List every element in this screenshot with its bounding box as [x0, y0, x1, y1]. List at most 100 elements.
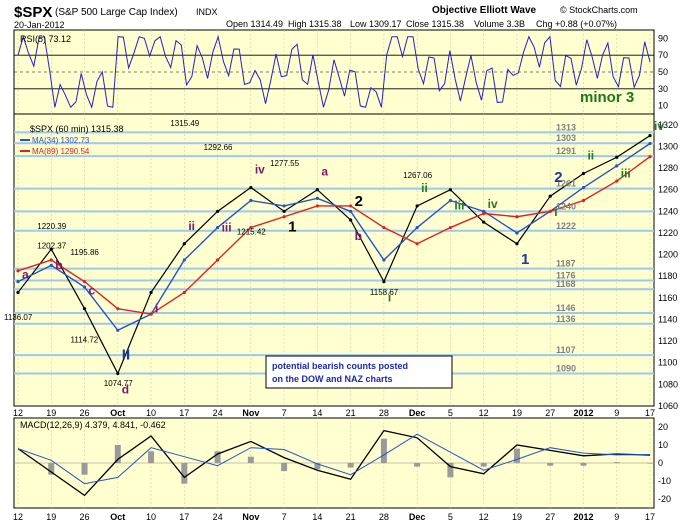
- series-point: [648, 141, 652, 146]
- level-label: 1090: [556, 364, 576, 374]
- header-change: Chg +0.88 (+0.07%): [536, 19, 617, 29]
- price-axis-tick: 1120: [658, 336, 677, 346]
- wave-label: a: [22, 267, 29, 281]
- level-label: 1291: [556, 146, 576, 156]
- rsi-axis-tick: 50: [658, 67, 668, 77]
- wave-label: i: [388, 291, 391, 305]
- wave-label: II: [122, 347, 130, 364]
- macd-label: MACD(12,26,9) 4.379, 4.841, -0.462: [20, 420, 166, 430]
- x-axis-tick-label: 12: [479, 408, 489, 418]
- price-value-label: 1158.67: [370, 288, 399, 297]
- series-point: [315, 204, 319, 208]
- level-label: 1261: [556, 179, 576, 189]
- series-point: [82, 285, 87, 289]
- wave-label: 2: [355, 193, 363, 210]
- series-point: [315, 196, 319, 200]
- macd-histogram-bar: [580, 463, 587, 466]
- series-point: [482, 211, 486, 216]
- series-point: [149, 290, 153, 295]
- macd-histogram-bar: [214, 451, 221, 463]
- series-point: [349, 209, 353, 213]
- note-line-1: potential bearish counts posted: [272, 361, 408, 371]
- x-axis-tick-label: 28: [379, 408, 389, 418]
- x-axis-tick-label: 17: [645, 408, 655, 418]
- rsi-axis-tick: 70: [658, 50, 668, 60]
- x-axis-tick-label: Dec: [409, 408, 426, 418]
- series-point: [49, 247, 53, 251]
- series-point: [448, 188, 453, 192]
- level-label: 1176: [556, 271, 576, 281]
- x-axis-tick-label: 5: [448, 512, 453, 522]
- rsi-axis-tick: 30: [658, 84, 668, 94]
- copyright: © StockCharts.com: [560, 5, 638, 15]
- series-point: [116, 328, 120, 332]
- macd-axis-tick: 20: [658, 422, 668, 432]
- series-point: [215, 258, 220, 262]
- wave-label: d: [122, 383, 129, 397]
- series-point: [349, 218, 353, 222]
- x-axis-tick-label: Oct: [110, 512, 125, 522]
- price-axis-tick: 1160: [658, 293, 677, 303]
- price-value-label: 1202.37: [37, 241, 66, 250]
- series-point: [382, 225, 386, 230]
- macd-histogram-bar: [114, 445, 121, 463]
- series-point: [182, 290, 186, 295]
- series-point: [581, 198, 586, 203]
- wave-label: a: [321, 165, 328, 179]
- macd-histogram-bar: [314, 463, 321, 470]
- price-axis-tick: 1200: [658, 250, 678, 260]
- series-point: [315, 188, 319, 192]
- series-point: [82, 307, 87, 311]
- x-axis-tick-label: 21: [346, 512, 356, 522]
- series-point: [382, 280, 386, 284]
- x-axis-tick-label: 26: [80, 408, 90, 418]
- series-point: [249, 185, 253, 190]
- x-axis-tick-label: 26: [80, 512, 90, 522]
- series-point: [116, 307, 120, 311]
- series-point: [482, 220, 486, 224]
- macd-axis-tick: 0: [658, 458, 663, 468]
- x-axis-tick-label: 7: [282, 408, 287, 418]
- series-point: [249, 198, 253, 203]
- macd-histogram-bar: [447, 463, 454, 478]
- series-point: [615, 155, 619, 159]
- x-axis-tick-label: 14: [312, 408, 322, 418]
- macd-histogram-bar: [380, 438, 387, 463]
- series-point: [16, 269, 20, 273]
- series-point: [282, 215, 286, 219]
- series-point: [448, 225, 453, 230]
- series-point: [349, 204, 353, 208]
- x-axis-tick-label: 5: [448, 408, 453, 418]
- rsi-note: minor 3: [580, 89, 634, 106]
- wave-label: i: [155, 301, 158, 315]
- header-open: Open 1314.49: [226, 19, 283, 29]
- price-axis-tick: 1240: [658, 206, 678, 216]
- series-point: [82, 280, 87, 284]
- x-axis-tick-label: Nov: [242, 408, 259, 418]
- macd-histogram-bar: [181, 463, 188, 484]
- series-point: [182, 242, 186, 246]
- header-low: Low 1309.17: [350, 19, 402, 29]
- x-axis-tick-label: 7: [282, 512, 287, 522]
- header-volume: Volume 3.3B: [474, 19, 525, 29]
- series-point: [515, 231, 519, 235]
- x-axis-tick-label: Dec: [409, 512, 426, 522]
- series-point: [16, 290, 20, 295]
- macd-histogram-bar: [81, 463, 88, 475]
- price-value-label: 1267.06: [403, 171, 432, 180]
- wave-label: iv: [488, 197, 498, 211]
- macd-histogram-bar: [347, 463, 354, 468]
- wave-label: 1: [288, 218, 296, 235]
- price-value-label: 1074.77: [104, 379, 133, 388]
- x-axis-tick-label: 19: [46, 512, 56, 522]
- x-axis-tick-label: 19: [46, 408, 56, 418]
- price-axis-tick: 1140: [658, 314, 677, 324]
- series-point: [382, 258, 386, 262]
- series-point: [515, 242, 519, 246]
- wave-label: iv: [255, 163, 265, 177]
- x-axis-tick-label: 9: [614, 512, 619, 522]
- price-axis-tick: 1080: [658, 379, 678, 389]
- macd-histogram-bar: [513, 448, 520, 463]
- macd-histogram-bar: [647, 463, 653, 464]
- series-point: [182, 258, 186, 262]
